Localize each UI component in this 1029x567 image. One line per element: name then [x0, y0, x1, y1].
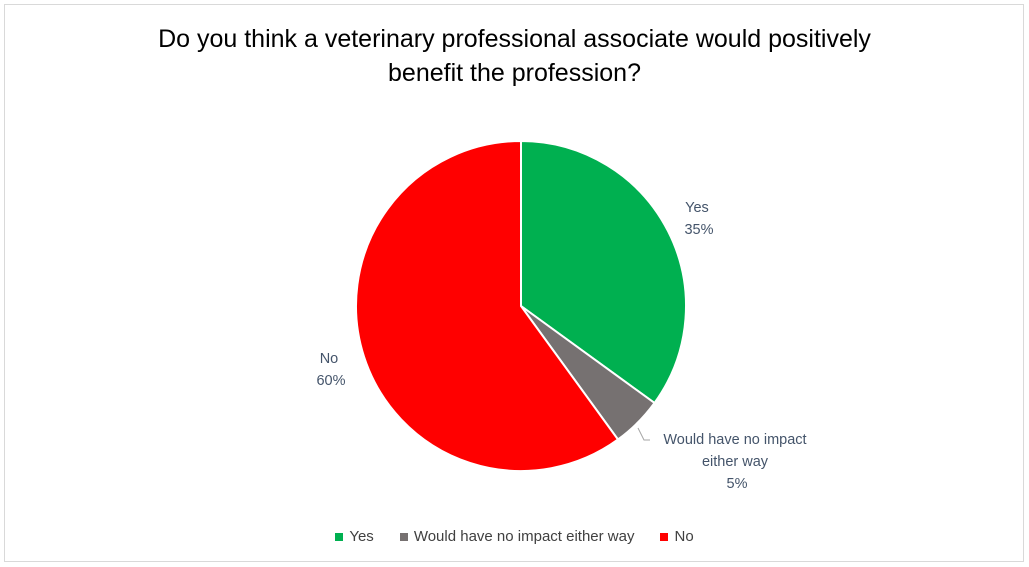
chart-legend: Yes Would have no impact either way No: [0, 528, 1029, 545]
chart-title-line-2: benefit the profession?: [388, 59, 641, 87]
data-label-neutral: Would have no impact either way 5%: [663, 432, 810, 492]
legend-item-yes: Yes: [335, 528, 374, 545]
legend-label-yes: Yes: [349, 528, 374, 545]
legend-swatch-neutral: [399, 532, 408, 541]
legend-swatch-no: [660, 532, 669, 541]
leader-line-neutral: [637, 427, 650, 441]
legend-label-no: No: [674, 528, 694, 545]
legend-item-no: No: [660, 528, 694, 545]
legend-label-neutral: Would have no impact either way: [413, 528, 635, 545]
pie-slice-yes: [520, 139, 687, 405]
data-label-yes: Yes 35%: [684, 200, 713, 238]
pie-slice-no: [355, 139, 620, 472]
chart-title: Do you think a veterinary professional a…: [0, 22, 1029, 90]
data-label-no: No 60%: [316, 351, 345, 389]
chart-title-line-1: Do you think a veterinary professional a…: [158, 25, 871, 53]
legend-swatch-yes: [335, 532, 344, 541]
legend-item-neutral: Would have no impact either way: [399, 528, 635, 545]
